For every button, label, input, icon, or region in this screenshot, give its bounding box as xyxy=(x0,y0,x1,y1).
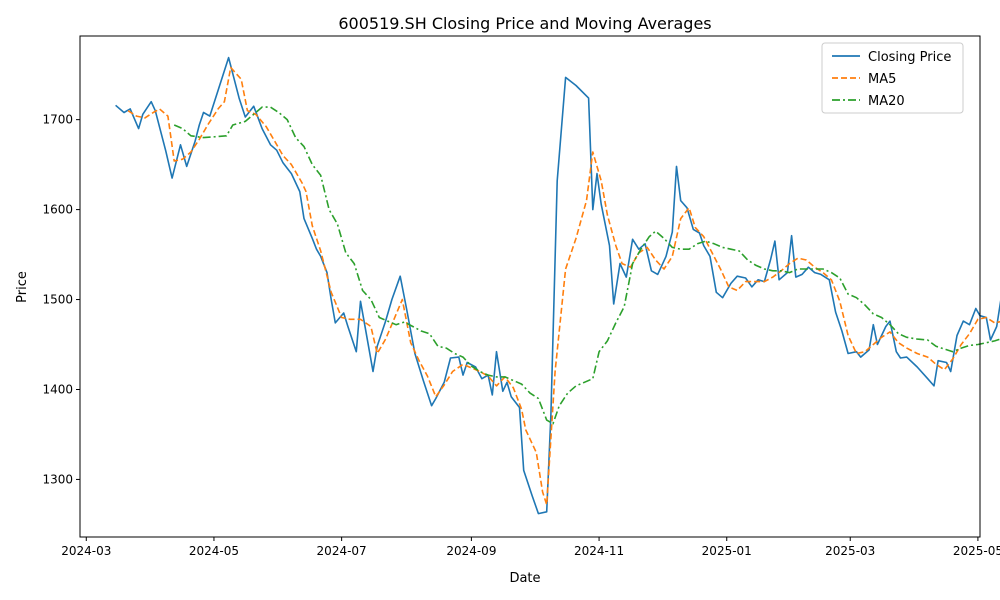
y-axis-title: Price xyxy=(15,271,30,303)
series-line-2 xyxy=(173,106,1000,425)
y-tick-label: 1600 xyxy=(42,203,73,217)
legend-box xyxy=(821,42,964,114)
x-tick-label: 2025-05 xyxy=(953,544,1000,558)
x-tick-label: 2025-01 xyxy=(702,544,752,558)
x-axis-title: Date xyxy=(509,571,540,586)
x-tick-label: 2024-03 xyxy=(61,544,111,558)
legend-label-2: MA20 xyxy=(868,94,905,109)
series-line-1 xyxy=(127,66,1000,506)
legend-label-1: MA5 xyxy=(868,72,896,87)
x-tick-label: 2024-11 xyxy=(574,544,624,558)
y-tick-label: 1700 xyxy=(42,113,73,127)
y-axis: 1300 1400 1500 1600 1700 xyxy=(42,113,80,486)
legend: Closing Price MA5 MA20 xyxy=(821,42,964,114)
y-tick-label: 1300 xyxy=(42,472,73,486)
x-tick-label: 2024-07 xyxy=(317,544,367,558)
series-layer xyxy=(115,56,1000,515)
x-tick-label: 2025-03 xyxy=(825,544,875,558)
chart-title: 600519.SH Closing Price and Moving Avera… xyxy=(338,14,711,33)
plot-frame xyxy=(79,35,981,538)
y-tick-label: 1500 xyxy=(42,293,73,307)
legend-label-0: Closing Price xyxy=(868,50,951,65)
x-tick-label: 2024-05 xyxy=(189,544,239,558)
x-tick-label: 2024-09 xyxy=(446,544,496,558)
x-axis: 2024-03 2024-05 2024-07 2024-09 2024-11 2025-… xyxy=(61,537,1000,558)
y-tick-label: 1400 xyxy=(42,382,73,396)
series-line-0 xyxy=(115,56,1000,515)
